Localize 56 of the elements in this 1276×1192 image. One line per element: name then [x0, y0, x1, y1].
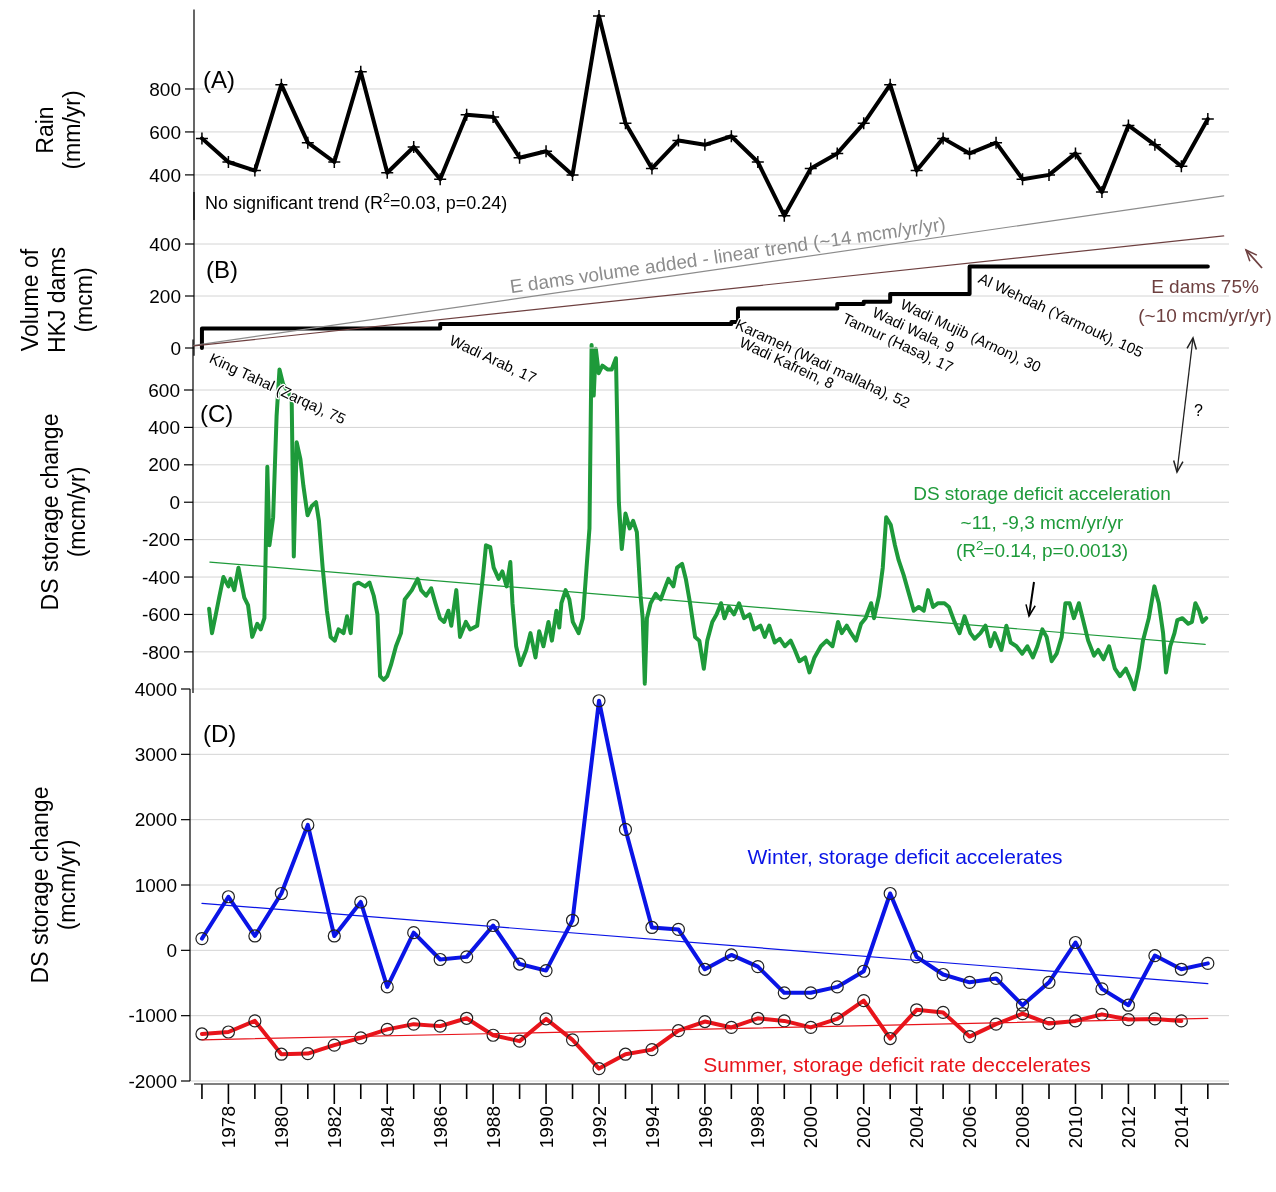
- x-tick-label: 1984: [376, 1105, 398, 1149]
- y-tick-label: 800: [149, 78, 181, 100]
- text: (B): [206, 256, 238, 283]
- y-tick-label: 0: [170, 337, 181, 359]
- y-axis-title: DS storage change (mcm/yr): [27, 786, 81, 984]
- annotation: ?: [1194, 402, 1203, 419]
- y-tick-label: 200: [148, 454, 180, 476]
- y-tick-label: 4000: [134, 678, 177, 700]
- text: (D): [203, 720, 237, 747]
- y-tick-label: 600: [148, 379, 180, 401]
- y-tick-label: 2000: [134, 809, 177, 831]
- x-tick-label: 1990: [535, 1106, 557, 1149]
- y-tick-label: 0: [166, 939, 177, 961]
- y-tick-label: 400: [148, 417, 180, 439]
- x-tick-label: 1982: [323, 1106, 345, 1149]
- y-tick-label: 400: [149, 164, 181, 186]
- x-tick-label: 2004: [906, 1105, 928, 1149]
- annotation: Wadi Arab, 17: [447, 331, 540, 387]
- y-tick-label: -1000: [128, 1005, 177, 1027]
- y-axis-title: Volume of HKJ dams (mcm): [17, 246, 98, 354]
- x-tick-label: 2010: [1065, 1106, 1087, 1149]
- series-label: Summer, storage deficit rate deccelerates: [703, 1053, 1091, 1076]
- x-tick-label: 2006: [959, 1106, 981, 1149]
- x-tick-label: 2014: [1171, 1105, 1192, 1149]
- y-tick-label: 3000: [134, 743, 177, 765]
- y-axis-title: Rain (mm/yr): [32, 90, 86, 170]
- x-tick-label: 1988: [482, 1106, 504, 1149]
- x-tick-label: 2002: [853, 1106, 875, 1149]
- text: E dams volume added - linear trend (~14 mcm/yr/yr): [508, 213, 947, 298]
- x-tick-label: 1996: [694, 1106, 716, 1149]
- y-tick-label: -600: [141, 604, 180, 626]
- series-label: Winter, storage deficit accelerates: [747, 845, 1063, 868]
- y-axis-title: DS storage change (mcm/yr): [37, 413, 91, 611]
- y-tick-label: 600: [149, 121, 181, 143]
- y-tick-label: 400: [149, 233, 181, 255]
- legend-label: E dams 75% (~10 mcm/yr/yr): [1138, 276, 1272, 326]
- text: (A): [203, 66, 235, 93]
- x-tick-label: 1978: [218, 1106, 240, 1149]
- x-tick-label: 1986: [429, 1106, 451, 1149]
- y-tick-label: -800: [141, 641, 180, 663]
- annotation: No significant trend (R$^{2}$=0.03, p=0.24): [205, 191, 508, 213]
- x-tick-label: 1992: [588, 1106, 610, 1149]
- x-tick-label: 1980: [271, 1106, 292, 1149]
- y-tick-label: 0: [169, 491, 180, 513]
- y-tick-label: 1000: [134, 874, 177, 896]
- y-tick-label: -2000: [128, 1070, 177, 1092]
- text: (C): [200, 400, 234, 427]
- y-tick-label: -200: [141, 529, 180, 551]
- text: DS storage deficit acceleration ~11, -9,3 mcm/yr/yr (R$^{2}$=0.14, p=0.0013): [913, 483, 1171, 561]
- y-tick-label: 200: [149, 285, 181, 307]
- x-tick-label: 2012: [1118, 1106, 1140, 1149]
- x-tick-label: 1994: [641, 1105, 663, 1149]
- x-tick-label: 1998: [747, 1106, 769, 1149]
- x-tick-label: 2000: [800, 1106, 822, 1149]
- x-tick-label: 2008: [1012, 1106, 1034, 1149]
- y-tick-label: -400: [141, 566, 180, 588]
